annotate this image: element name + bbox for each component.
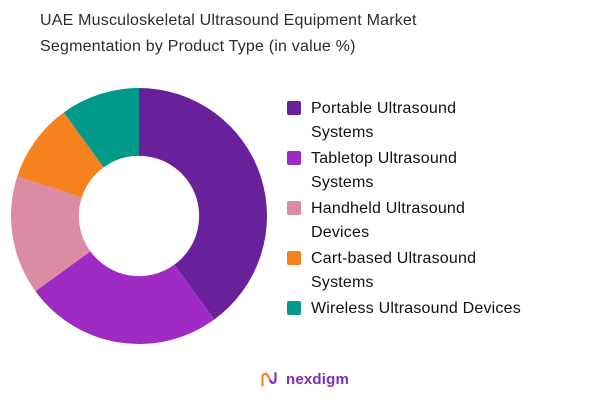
legend-item-1: Portable Ultrasound Systems: [287, 97, 592, 145]
nexdigm-brand-text: nexdigm: [285, 370, 350, 388]
legend-swatch: [287, 101, 301, 115]
legend-swatch: [287, 251, 301, 265]
legend-item-5: Wireless Ultrasound Devices: [287, 297, 592, 321]
nexdigm-logo: nexdigm: [0, 368, 607, 390]
donut-slice-4: [17, 112, 104, 198]
legend-label: Wireless Ultrasound Devices: [311, 300, 521, 317]
legend-label: Cart-based Ultrasound Systems: [311, 250, 477, 291]
legend-swatch: [287, 201, 301, 215]
donut-slice-3: [10, 176, 91, 292]
legend-item-4: Cart-based Ultrasound Systems: [287, 247, 592, 295]
wave-orange-stroke: [261, 372, 272, 387]
legend-item-2: Tabletop Ultrasound Systems: [287, 147, 592, 195]
donut-slice-1: [139, 88, 267, 320]
legend-item-3: Handheld Ultrasound Devices: [287, 197, 592, 245]
legend-label: Tabletop Ultrasound Systems: [311, 150, 458, 191]
legend-label: Portable Ultrasound Systems: [311, 100, 457, 141]
legend-swatch: [287, 301, 301, 315]
donut-slice-2: [35, 251, 215, 344]
nexdigm-wave-icon: [261, 371, 277, 387]
donut-svg: [10, 88, 267, 344]
wave-purple-stroke: [269, 371, 277, 384]
donut-slice-5: [63, 88, 140, 168]
legend-label: Handheld Ultrasound Devices: [311, 200, 466, 241]
legend: Portable Ultrasound Systems Tabletop Ultr…: [287, 97, 592, 321]
chart-title: UAE Musculoskeletal Ultrasound Equipment…: [40, 12, 417, 55]
legend-swatch: [287, 151, 301, 165]
donut-chart: [10, 87, 268, 345]
